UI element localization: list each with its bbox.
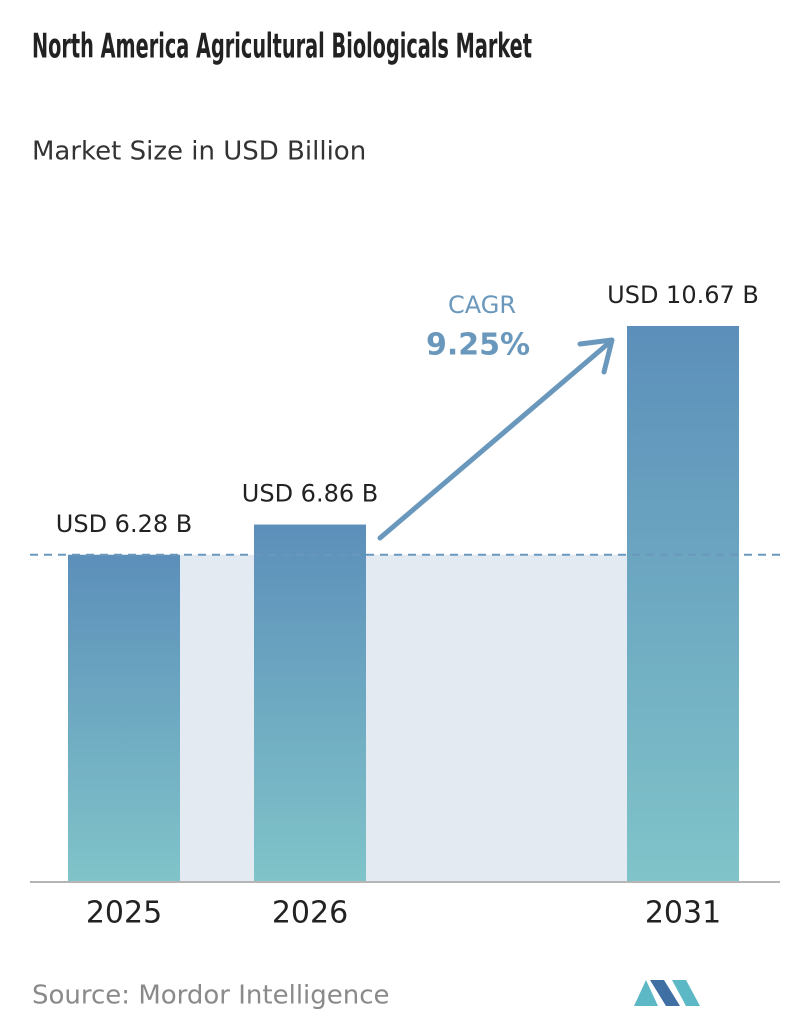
value-label: USD 6.28 B — [56, 510, 192, 538]
bar — [627, 326, 739, 882]
cagr-arrowhead — [577, 337, 615, 375]
source: Source: Mordor Intelligence — [32, 981, 390, 1011]
chart-subtitle: Market Size in USD Billion — [32, 137, 366, 167]
chart-title: North America Agricultural Biologicals M… — [32, 27, 532, 67]
cagr-arrow — [377, 339, 613, 541]
x-tick-label: 2026 — [272, 896, 348, 931]
logo — [634, 980, 700, 1006]
bar — [254, 524, 366, 882]
logo-shape — [650, 980, 680, 1006]
value-label: USD 10.67 B — [607, 281, 759, 309]
logo-shape — [634, 980, 658, 1006]
x-tick-label: 2025 — [86, 896, 162, 931]
x-tick-label: 2031 — [645, 896, 721, 931]
cagr-label: CAGR — [448, 291, 516, 319]
logo-shape — [672, 980, 700, 1006]
bar — [68, 554, 180, 882]
plot: USD 6.28 B 2025 USD 6.86 B 2026 USD 10.67 B 2… — [30, 281, 780, 931]
value-label: USD 6.86 B — [242, 480, 378, 508]
cagr-value: 9.25% — [426, 328, 530, 363]
